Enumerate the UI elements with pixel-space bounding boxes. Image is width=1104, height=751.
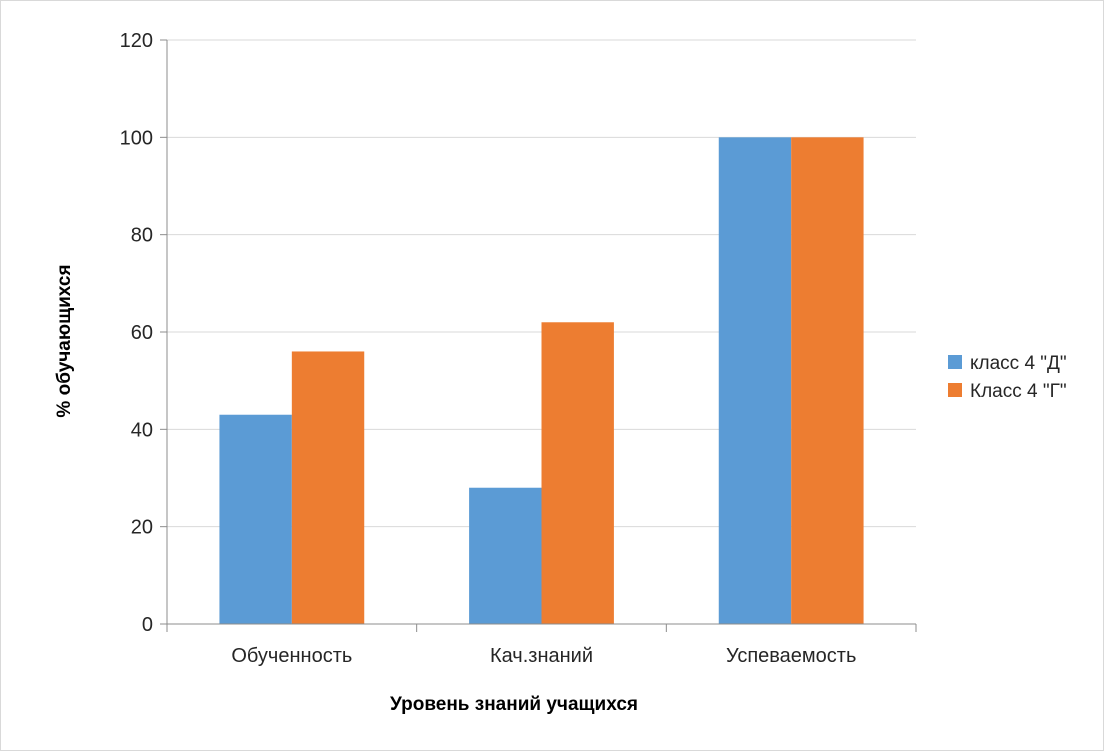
y-tick-label: 120 (120, 30, 153, 52)
x-tick-label: Успеваемость (726, 645, 856, 667)
x-tick-labels: Обученность Кач.знаний Успеваемость (231, 645, 856, 667)
legend-swatch (948, 383, 962, 397)
y-tick-label: 20 (131, 517, 153, 539)
y-tick-label: 100 (120, 127, 153, 149)
y-tick-labels: 0 20 40 60 80 100 120 (120, 30, 153, 636)
bar (541, 322, 614, 624)
y-tick-label: 40 (131, 419, 153, 441)
y-tick-label: 0 (142, 614, 153, 636)
x-tick-label: Кач.знаний (490, 645, 593, 667)
x-axis-title: Уровень знаний учащихся (390, 694, 638, 715)
y-tick-label: 60 (131, 322, 153, 344)
bar (791, 137, 864, 625)
legend: класс 4 "Д" Класс 4 "Г" (948, 353, 1067, 402)
axes (160, 39, 917, 632)
legend-label: Класс 4 "Г" (970, 381, 1067, 402)
bar (219, 414, 292, 624)
y-axis-title: % обучающихся (54, 264, 75, 417)
bars (219, 137, 864, 625)
y-tick-label: 80 (131, 225, 153, 247)
bar (718, 137, 792, 625)
bar (469, 487, 542, 624)
bar (291, 351, 365, 624)
legend-label: класс 4 "Д" (970, 353, 1067, 374)
legend-swatch (948, 355, 962, 369)
x-tick-label: Обученность (231, 645, 352, 667)
